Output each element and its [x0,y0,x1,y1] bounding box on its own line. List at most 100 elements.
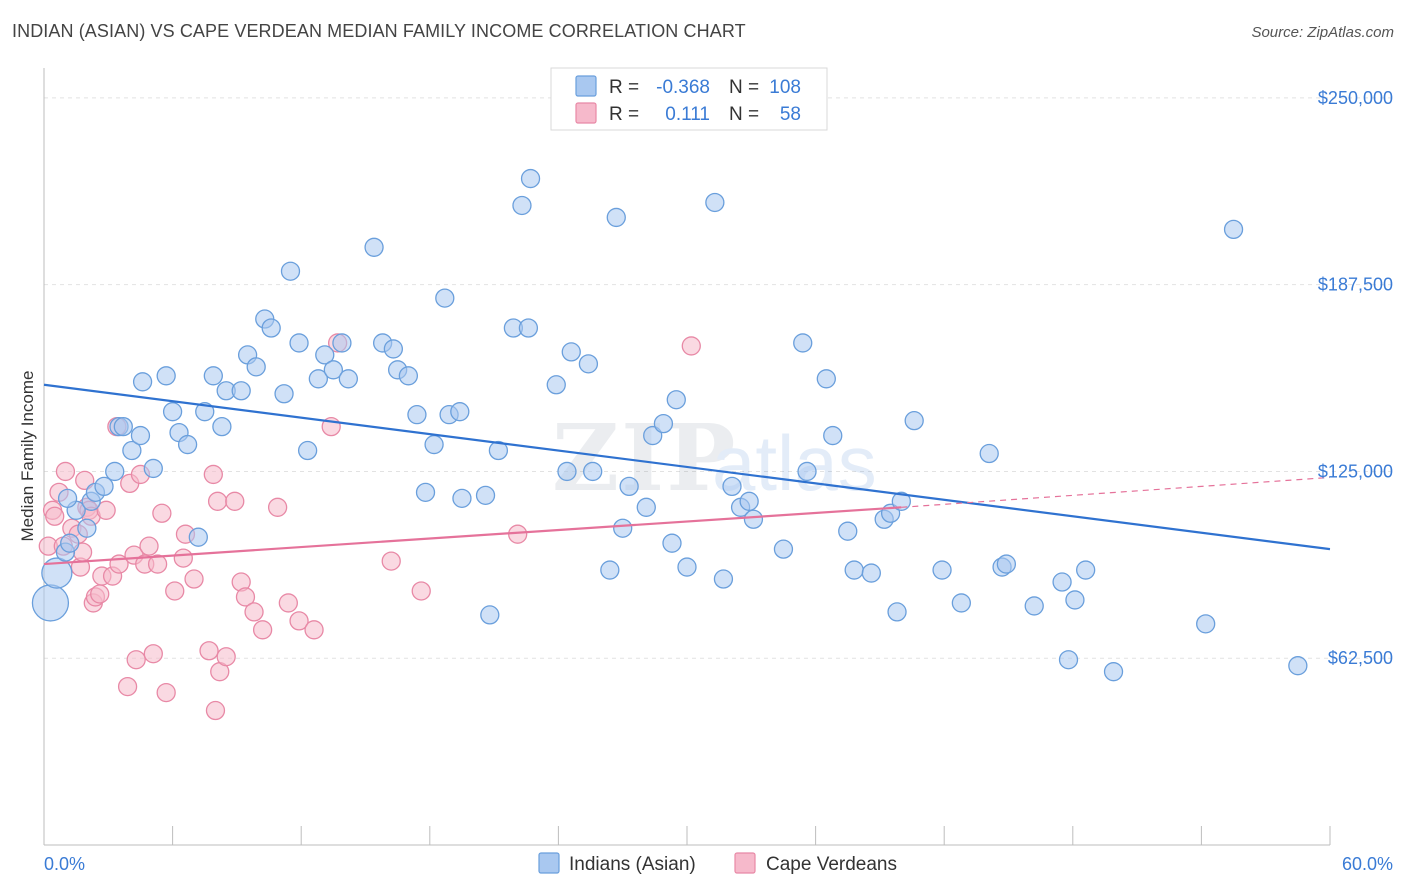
trend-lines [43,383,1331,566]
point-indians-asian [212,416,232,437]
point-cape-verdeans [411,581,431,601]
point-cape-verdeans [289,611,309,631]
point-indians-asian [143,458,163,479]
point-indians-asian [823,425,843,446]
point-indians-asian [583,461,603,482]
legend-n-label: N = [729,104,759,125]
point-cape-verdeans [96,500,116,520]
point-indians-asian [435,288,455,308]
point-indians-asian [188,527,208,547]
x-tick-labels: 0.0% 60.0% [44,854,1393,874]
point-cape-verdeans [381,551,401,571]
point-indians-asian [1223,219,1244,240]
point-indians-asian [932,560,952,580]
watermark: ZIP atlas [552,404,877,512]
point-indians-asian [743,509,764,529]
point-cape-verdeans [156,682,176,703]
series-cape-verdeans [38,333,701,721]
point-cape-verdeans [55,461,76,482]
point-cape-verdeans [203,464,223,485]
point-cape-verdeans [252,620,273,640]
point-indians-asian [816,369,836,389]
point-indians-asian [203,366,223,386]
bottom-legend-label-cape-verdeans: Cape Verdeans [766,854,897,875]
point-cape-verdeans [75,470,95,491]
legend-n-label: N = [729,77,759,98]
legend-swatch-cape-verdeans [575,102,597,124]
point-indians-asian [480,605,500,625]
point-indians-asian [653,413,674,434]
point-indians-asian [452,488,472,508]
point-indians-asian [951,593,971,613]
x-tick-label: 60.0% [1342,854,1393,874]
point-cape-verdeans [225,491,245,511]
point-indians-asian [383,339,404,359]
point-indians-asian [261,318,281,338]
point-indians-asian [130,425,151,446]
point-indians-asian [773,539,794,559]
point-indians-asian [838,521,858,541]
point-indians-asian [105,461,125,482]
trend-line-indians-asian [43,383,1331,551]
point-indians-asian [31,584,70,622]
point-indians-asian [1076,560,1096,580]
legend-box: R = -0.368 N = 108 R = 0.111 N = 58 [550,67,828,131]
point-indians-asian [1065,590,1085,610]
point-indians-asian [979,443,999,464]
point-indians-asian [904,410,924,431]
point-indians-asian [407,405,427,425]
bottom-legend: Indians (Asian) Cape Verdeans [538,852,897,875]
trend-line-cape-verdeans-extension [901,476,1331,508]
point-indians-asian [578,354,599,374]
point-indians-asian [520,168,541,189]
x-tick-label: 0.0% [44,854,85,874]
point-indians-asian [666,390,686,410]
point-cape-verdeans [235,587,256,607]
point-cape-verdeans [205,700,226,721]
point-cape-verdeans [173,548,193,568]
trend-line-cape-verdeans [43,506,902,566]
point-cape-verdeans [152,503,172,523]
point-cape-verdeans [165,581,185,601]
point-indians-asian [308,369,328,389]
legend-n-value: 58 [780,104,801,125]
point-indians-asian [606,207,626,228]
y-tick-label: $187,500 [1318,275,1393,295]
point-indians-asian [488,440,509,461]
point-cape-verdeans [304,620,324,640]
point-indians-asian [887,602,907,622]
y-tick-label: $125,000 [1318,461,1393,481]
point-cape-verdeans [90,584,110,604]
point-cape-verdeans [126,650,146,670]
point-cape-verdeans [139,536,159,556]
point-indians-asian [713,569,734,589]
point-indians-asian [57,488,78,508]
point-indians-asian [662,533,682,553]
point-indians-asian [246,357,266,377]
point-indians-asian [424,434,444,455]
point-indians-asian [332,333,352,353]
point-indians-asian [315,345,335,365]
point-indians-asian [677,557,697,577]
point-indians-asian [156,366,176,386]
point-indians-asian [1024,596,1044,616]
point-indians-asian [1288,656,1308,676]
point-indians-asian [561,342,581,362]
y-axis-title: Median Family Income [18,370,37,541]
point-indians-asian [891,491,911,511]
point-indians-asian [177,434,198,455]
point-cape-verdeans [45,506,65,526]
point-indians-asian [475,485,496,506]
point-indians-asian [338,369,359,389]
point-cape-verdeans [184,569,204,589]
series-indians-asian [31,106,1308,682]
point-indians-asian [274,384,294,404]
point-indians-asian [705,192,725,213]
point-indians-asian [793,333,813,353]
point-indians-asian [289,333,309,353]
point-indians-asian [323,360,344,380]
point-indians-asian [512,195,532,216]
y-tick-label: $250,000 [1318,88,1393,108]
point-cape-verdeans [267,497,288,517]
